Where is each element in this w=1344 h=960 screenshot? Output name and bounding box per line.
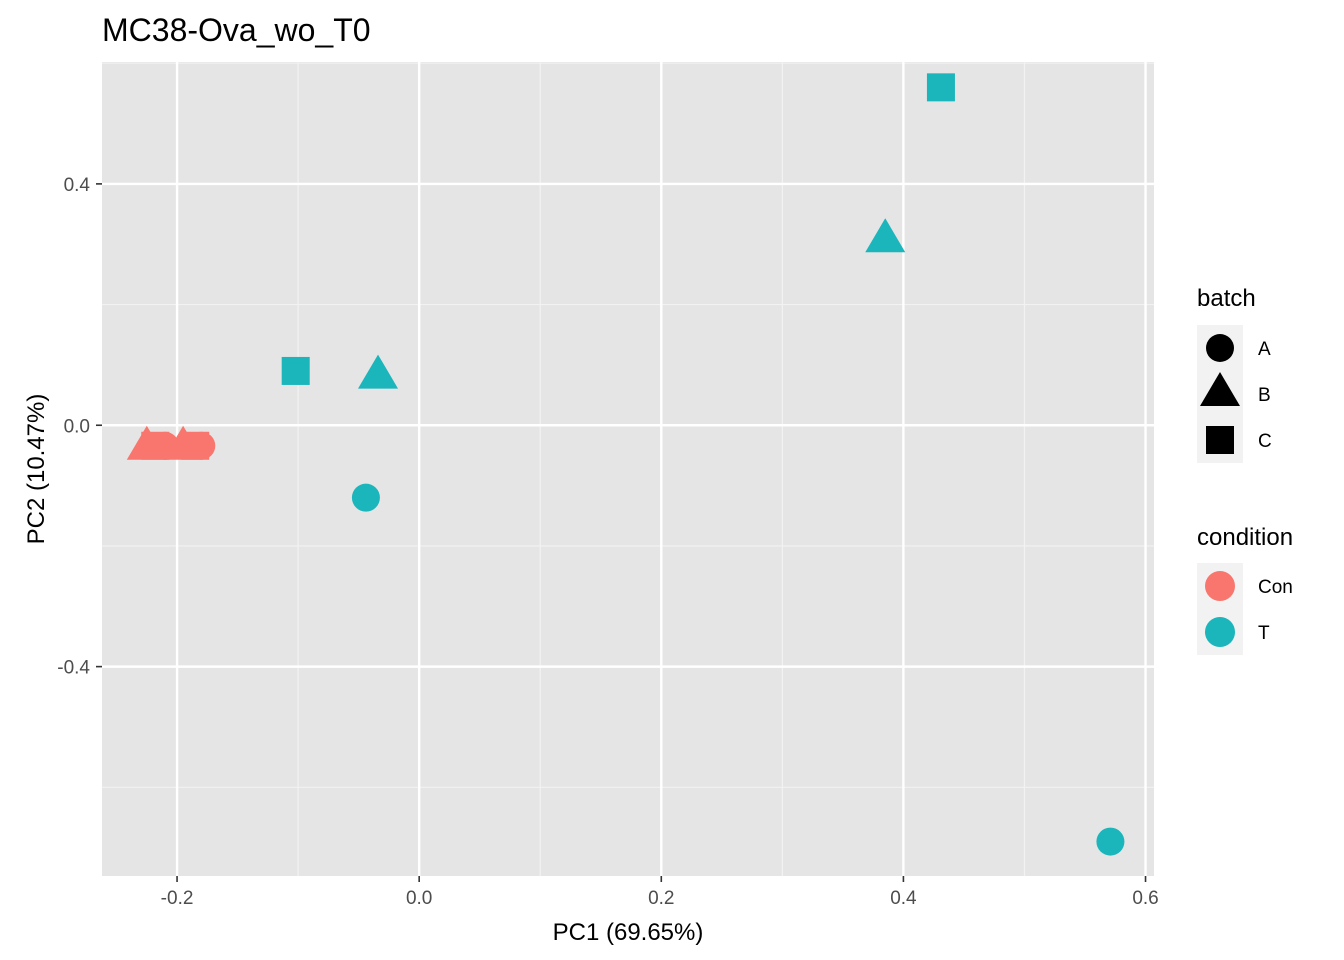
legend-condition: condition Con T [1197,524,1293,655]
legend-batch-title: batch [1197,285,1256,312]
legend-condition-label-t: T [1258,623,1270,644]
legend-con-key [1205,571,1235,601]
x-axis-ticks: -0.2 0.0 0.2 0.4 0.6 [161,876,1159,909]
data-point-square [926,73,955,102]
legend-condition-title: condition [1197,524,1293,551]
legend-square-key [1206,426,1234,454]
data-point-circle [351,483,380,512]
legend-batch-label-c: C [1258,431,1272,452]
legend-batch-label-a: A [1258,339,1271,360]
data-point-square [281,356,310,385]
y-tick-label: -0.4 [57,658,90,679]
data-point-triangle [865,218,906,253]
chart-title: MC38-Ova_wo_T0 [102,12,371,48]
x-tick-label: -0.2 [161,888,194,909]
y-axis-title: PC2 (10.47%) [23,394,50,545]
grid-minor [102,62,1154,876]
legend-condition-label-con: Con [1258,577,1293,598]
x-tick-label: 0.6 [1132,888,1158,909]
y-axis-ticks: -0.4 0.0 0.4 [57,175,102,679]
x-tick-label: 0.0 [406,888,432,909]
x-axis-title: PC1 (69.65%) [553,919,704,946]
legend-triangle-key [1200,372,1240,406]
y-tick-label: 0.4 [64,175,91,196]
legend-batch-label-b: B [1258,385,1271,406]
plot-panel [102,62,1154,876]
data-point-triangle [358,354,399,389]
grid-major [102,62,1154,876]
legend-batch: batch A B C [1197,285,1272,463]
data-point-circle [187,431,216,460]
legend-t-key [1205,617,1235,647]
y-tick-label: 0.0 [64,416,90,437]
data-point-circle [1096,827,1125,856]
legend-circle-key [1206,334,1234,362]
x-tick-label: 0.2 [648,888,674,909]
data-points [126,73,1125,856]
x-tick-label: 0.4 [890,888,917,909]
